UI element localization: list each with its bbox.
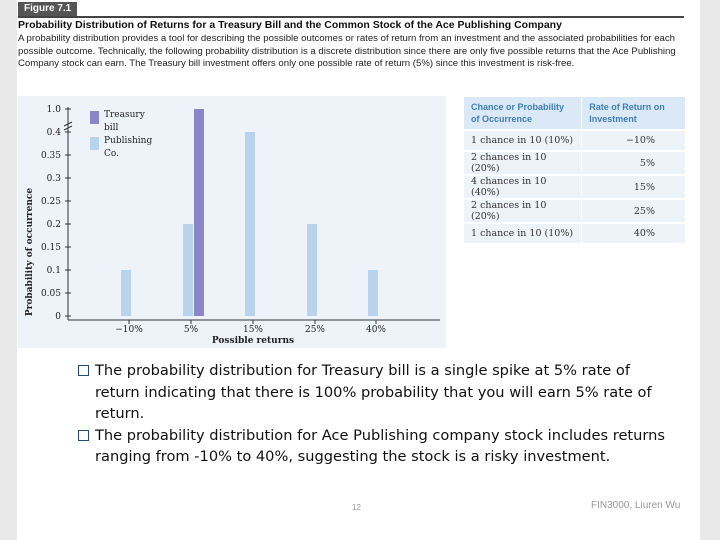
checkbox-bullet-icon [78,429,89,441]
bar-publishing [121,270,131,316]
table-header-row: Chance or Probability of Occurrence Rate… [464,97,685,130]
table-row: 4 chances in 10 (40%) 15% [464,174,685,199]
bullet-text: The probability distribution for Ace Pub… [95,426,665,466]
legend-swatch-treasury [90,111,99,124]
probability-cell: 2 chances in 10 (20%) [464,150,582,175]
right-margin [700,0,720,540]
table-row: 2 chances in 10 (20%) 5% [464,150,685,175]
y-tick-label: 0.3 [47,174,62,184]
y-tick-label: 0.2 [47,220,61,230]
figure-label: Figure 7.1 [18,2,78,16]
x-tick-label: 25% [305,325,325,335]
y-tick-label: 0.4 [47,128,62,138]
bar-publishing [307,224,317,316]
probability-chart: 1.0 0.4 0.35 0.3 0.25 0.2 0.15 0.1 0.05 0 Probabil… [18,96,446,348]
title-rule [18,16,684,18]
y-tick-label: 0.25 [41,197,61,207]
return-cell: 25% [581,198,685,223]
bar-publishing [183,224,193,316]
x-axis-label: Possible returns [212,336,294,346]
probability-cell: 4 chances in 10 (40%) [464,174,582,199]
x-tick-label: −10% [115,325,143,335]
figure-caption: A probability distribution provides a to… [18,33,676,69]
axis-break-mark [63,121,73,131]
figure-title: Probability Distribution of Returns for … [18,19,562,31]
probability-cell: 1 chance in 10 (10%) [464,129,582,151]
y-tick-label: 1.0 [47,105,62,115]
bar-publishing [368,270,378,316]
return-cell: 15% [581,174,685,199]
return-cell: 5% [581,150,685,175]
bullet-text: The probability distribution for Treasur… [95,362,652,422]
y-axis-label: Probability of occurrence [25,188,35,316]
page-number: 12 [352,503,361,512]
bullet-list: The probability distribution for Treasur… [78,360,678,468]
legend-label-treasury: Treasury bill [104,110,146,133]
x-tick-label: 15% [243,325,263,335]
x-tick-label: 5% [184,325,199,335]
y-tick-label: 0.15 [41,243,61,253]
bullet-item: The probability distribution for Ace Pub… [78,425,678,468]
return-cell: 40% [581,222,685,243]
chart-canvas: 1.0 0.4 0.35 0.3 0.25 0.2 0.15 0.1 0.05 0 Probabil… [25,105,440,346]
legend-swatch-publishing [90,137,99,150]
probability-table-grid: Chance or Probability of Occurrence Rate… [464,97,685,243]
bar-treasury [194,109,204,316]
legend-label-publishing: Publishing Co. [104,136,152,159]
bar-publishing [245,132,255,316]
y-tick-label: 0.1 [47,266,61,276]
bullet-item: The probability distribution for Treasur… [78,360,678,425]
probability-cell: 1 chance in 10 (10%) [464,222,582,243]
table-row: 1 chance in 10 (10%) −10% [464,129,685,151]
y-tick-label: 0.35 [41,151,61,161]
y-tick-label: 0.05 [41,289,61,299]
table-row: 1 chance in 10 (10%) 40% [464,222,685,243]
header-probability: Chance or Probability of Occurrence [464,97,582,130]
x-tick-label: 40% [366,325,386,335]
header-return: Rate of Return on Investment [581,97,685,130]
footer-author: FIN3000, Liuren Wu [591,500,681,511]
y-tick-label: 0 [55,312,61,322]
table-row: 2 chances in 10 (20%) 25% [464,198,685,223]
left-margin [0,0,17,540]
probability-table: Chance or Probability of Occurrence Rate… [464,97,685,243]
checkbox-bullet-icon [78,365,89,376]
return-cell: −10% [581,129,685,151]
probability-cell: 2 chances in 10 (20%) [464,198,582,223]
